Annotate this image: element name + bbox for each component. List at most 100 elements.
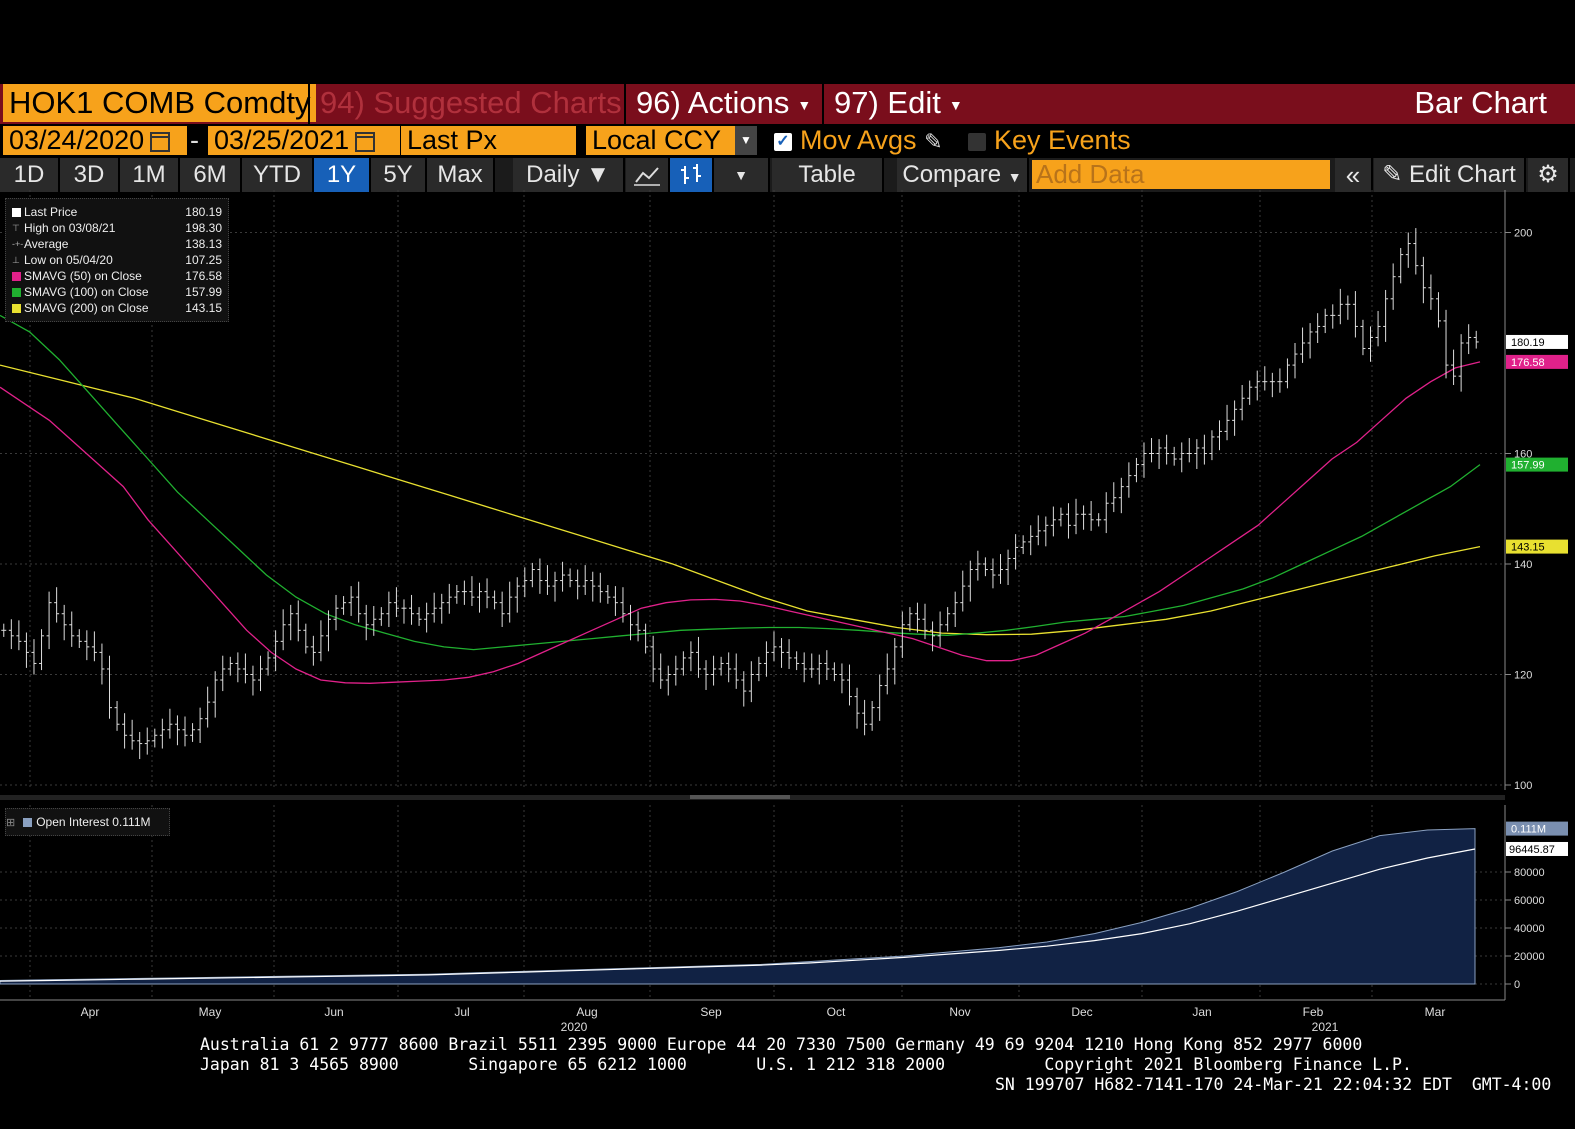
- price-bar: [1232, 400, 1238, 436]
- price-legend: Last Price 180.19 ⊤ High on 03/08/21 198.30-…: [5, 198, 229, 322]
- checkbox-checked-icon[interactable]: ✓: [774, 132, 792, 151]
- price-bar: [1435, 292, 1441, 328]
- price-bar: [152, 728, 158, 748]
- legend-label: High on 03/08/21: [24, 221, 116, 235]
- period-1y[interactable]: 1Y: [314, 158, 371, 192]
- price-bar: [1065, 503, 1071, 539]
- gear-icon[interactable]: ⚙: [1528, 158, 1570, 192]
- price-bar: [688, 641, 694, 672]
- price-bar: [280, 609, 286, 651]
- currency-dropdown-icon[interactable]: ▼: [735, 126, 757, 155]
- mov-avgs-toggle[interactable]: ✓ Mov Avgs ✎: [774, 126, 943, 156]
- price-bar: [1096, 513, 1102, 527]
- price-bar: [922, 603, 928, 640]
- price-bar: [288, 604, 294, 641]
- price-bar: [318, 620, 324, 662]
- price-bar: [801, 652, 807, 683]
- price-bar: [416, 607, 422, 626]
- price-bar: [227, 656, 233, 676]
- period-3d[interactable]: 3D: [60, 158, 120, 192]
- period-max[interactable]: Max: [427, 158, 495, 192]
- calendar-icon[interactable]: [355, 131, 376, 152]
- price-bar: [386, 591, 392, 627]
- price-bar: [492, 590, 498, 610]
- price-bar: [61, 604, 67, 641]
- line-chart-icon[interactable]: [626, 158, 670, 192]
- period-6m[interactable]: 6M: [180, 158, 242, 192]
- price-bar: [945, 607, 951, 632]
- price-bar: [76, 629, 82, 648]
- start-date-field[interactable]: 03/24/2020: [3, 126, 187, 155]
- price-bar: [484, 578, 490, 609]
- collapse-icon[interactable]: «: [1335, 158, 1373, 192]
- price-bar: [809, 653, 815, 678]
- chart-style-dropdown-icon[interactable]: ▼: [714, 158, 770, 192]
- legend-value: 176.58: [185, 269, 222, 283]
- price-bar: [635, 611, 641, 642]
- ticker-field[interactable]: HOK1 COMB Comdty: [3, 84, 317, 122]
- key-events-toggle[interactable]: Key Events: [968, 126, 1131, 155]
- x-year-label: 2020: [561, 1020, 588, 1034]
- price-bar: [575, 569, 581, 600]
- frequency-dropdown[interactable]: Daily ▼: [513, 158, 625, 192]
- oi-y-tick-label: 60000: [1514, 895, 1545, 907]
- legend-value: 107.25: [185, 253, 222, 267]
- price-bar: [1398, 247, 1404, 284]
- price-bar: [197, 707, 203, 744]
- price-bar: [1058, 507, 1064, 527]
- suggested-charts-menu[interactable]: 94) Suggested Charts: [308, 84, 632, 124]
- edit-chart-button[interactable]: ✎ Edit Chart: [1374, 158, 1526, 192]
- price-bar: [106, 655, 112, 719]
- price-bar: [1300, 327, 1306, 363]
- price-bar: [499, 591, 505, 627]
- price-bar: [567, 568, 573, 588]
- expand-icon[interactable]: ⊞: [6, 817, 16, 829]
- legend-value: 180.19: [185, 205, 222, 219]
- price-bar: [537, 558, 543, 594]
- oi-y-tick-label: 80000: [1514, 867, 1545, 879]
- period-5y[interactable]: 5Y: [371, 158, 427, 192]
- add-data-input[interactable]: Add Data: [1032, 160, 1330, 189]
- price-bar: [1390, 263, 1396, 310]
- price-bar: [1420, 256, 1426, 304]
- price-bar: [1383, 289, 1389, 342]
- oi-value-tag-label: 0.111M: [1511, 824, 1546, 836]
- price-bar: [1201, 434, 1207, 465]
- price-bar: [1081, 505, 1087, 530]
- currency-selector[interactable]: Local CCY: [586, 126, 735, 155]
- price-bar: [174, 715, 180, 746]
- price-bar: [597, 572, 603, 603]
- period-ytd[interactable]: YTD: [242, 158, 314, 192]
- price-bar: [235, 652, 241, 683]
- price-bar: [620, 587, 626, 623]
- price-bar: [295, 600, 301, 642]
- field-selector[interactable]: Last Px: [401, 126, 576, 155]
- price-bar: [680, 651, 686, 676]
- table-button[interactable]: Table: [772, 158, 884, 192]
- x-month-label: Sep: [700, 1005, 722, 1019]
- period-1d[interactable]: 1D: [0, 158, 60, 192]
- calendar-icon[interactable]: [150, 131, 171, 152]
- price-bar: [363, 604, 369, 641]
- price-bar: [1254, 370, 1260, 401]
- oi-y-tick-label: 0: [1514, 979, 1520, 991]
- bar-chart-icon[interactable]: [670, 158, 714, 192]
- x-year-label: 2021: [1312, 1020, 1339, 1034]
- edit-menu[interactable]: 97) Edit ▼: [822, 84, 973, 124]
- price-bar: [628, 604, 634, 641]
- pencil-icon[interactable]: ✎: [924, 129, 943, 154]
- price-bar: [1345, 295, 1351, 320]
- price-bar: [1103, 492, 1109, 534]
- x-month-label: Feb: [1303, 1005, 1324, 1019]
- price-bar: [1405, 232, 1411, 268]
- end-date-field[interactable]: 03/25/2021: [208, 126, 400, 155]
- period-1m[interactable]: 1M: [120, 158, 180, 192]
- oi-sma-tag-label: 96445.87: [1509, 844, 1555, 856]
- compare-dropdown[interactable]: Compare ▼: [897, 158, 1029, 192]
- actions-menu[interactable]: 96) Actions ▼: [624, 84, 821, 124]
- checkbox-unchecked-icon[interactable]: [968, 132, 986, 151]
- legend-label: Low on 05/04/20: [24, 253, 113, 267]
- chevron-down-icon: ▼: [1007, 169, 1022, 185]
- price-bar: [23, 632, 29, 668]
- price-bar: [144, 727, 150, 755]
